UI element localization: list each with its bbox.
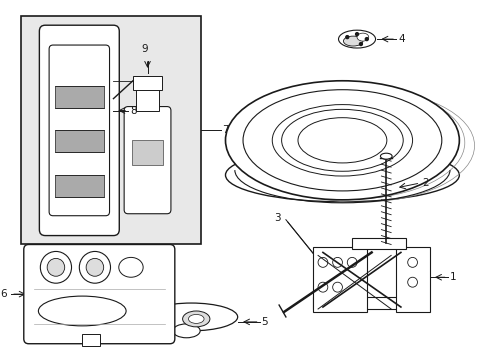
- Text: 9: 9: [141, 44, 148, 54]
- Ellipse shape: [243, 90, 441, 191]
- Circle shape: [365, 37, 367, 41]
- Bar: [351, 238, 405, 249]
- Bar: [132, 140, 163, 165]
- FancyBboxPatch shape: [49, 45, 109, 216]
- Circle shape: [407, 277, 417, 287]
- Bar: [133, 76, 162, 90]
- Ellipse shape: [297, 118, 386, 163]
- Circle shape: [332, 257, 342, 267]
- FancyBboxPatch shape: [24, 244, 175, 344]
- Circle shape: [317, 257, 327, 267]
- Bar: [55, 130, 103, 152]
- Ellipse shape: [225, 148, 458, 202]
- Ellipse shape: [343, 36, 362, 46]
- Text: 3: 3: [274, 213, 280, 223]
- Circle shape: [359, 42, 362, 46]
- Bar: [136, 89, 159, 111]
- Ellipse shape: [281, 109, 403, 171]
- Ellipse shape: [39, 296, 126, 326]
- Ellipse shape: [119, 257, 143, 277]
- Text: 4: 4: [397, 34, 404, 44]
- Circle shape: [346, 257, 356, 267]
- Ellipse shape: [380, 153, 391, 159]
- Bar: [312, 297, 420, 309]
- Circle shape: [355, 33, 358, 36]
- Text: 7: 7: [222, 125, 229, 135]
- Ellipse shape: [188, 314, 203, 323]
- Circle shape: [317, 282, 327, 292]
- Circle shape: [41, 251, 71, 283]
- FancyBboxPatch shape: [40, 25, 119, 235]
- FancyBboxPatch shape: [124, 107, 171, 214]
- Circle shape: [86, 258, 103, 276]
- Text: 2: 2: [422, 178, 428, 188]
- Text: 5: 5: [261, 317, 267, 327]
- Ellipse shape: [225, 81, 458, 200]
- Text: 8: 8: [130, 105, 136, 116]
- Circle shape: [79, 251, 110, 283]
- Ellipse shape: [272, 105, 412, 176]
- Bar: [395, 247, 429, 312]
- Text: 6: 6: [0, 289, 7, 299]
- Ellipse shape: [173, 324, 200, 338]
- Bar: [55, 86, 103, 108]
- Ellipse shape: [182, 311, 209, 327]
- Ellipse shape: [338, 30, 375, 48]
- Circle shape: [345, 36, 348, 39]
- Bar: [21, 16, 201, 244]
- Ellipse shape: [145, 303, 237, 331]
- Circle shape: [332, 282, 342, 292]
- Text: 1: 1: [448, 272, 455, 282]
- Bar: [82, 334, 100, 346]
- Circle shape: [407, 257, 417, 267]
- Ellipse shape: [356, 33, 368, 41]
- Circle shape: [47, 258, 64, 276]
- Bar: [312, 247, 366, 312]
- Bar: [55, 175, 103, 197]
